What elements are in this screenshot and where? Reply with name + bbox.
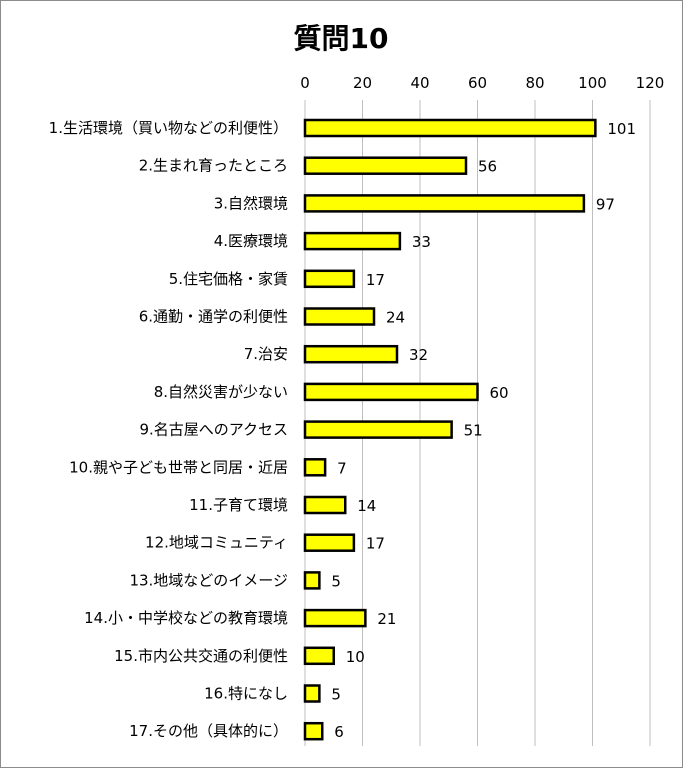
bar bbox=[303, 194, 586, 213]
x-tick-label: 120 bbox=[636, 74, 665, 92]
bar bbox=[303, 156, 468, 175]
bar bbox=[303, 608, 367, 628]
x-tick-label: 40 bbox=[410, 74, 429, 92]
category-label: 10.親や子ども世帯と同居・近居 bbox=[69, 458, 288, 476]
category-label: 13.地域などのイメージ bbox=[129, 571, 288, 589]
category-label: 15.市内公共交通の利便性 bbox=[114, 647, 288, 665]
data-label: 33 bbox=[412, 233, 431, 251]
bar bbox=[303, 571, 321, 590]
data-label: 101 bbox=[607, 120, 636, 138]
category-label: 5.住宅価格・家賃 bbox=[169, 270, 288, 288]
category-label: 12.地域コミュニティ bbox=[145, 534, 288, 552]
category-label: 3.自然環境 bbox=[214, 194, 288, 212]
bar bbox=[303, 420, 453, 439]
bar bbox=[303, 646, 335, 666]
data-label: 60 bbox=[490, 384, 509, 402]
x-axis-ticks: 0 20 40 60 80 100 120 bbox=[300, 74, 664, 92]
category-label: 9.名古屋へのアクセス bbox=[139, 421, 288, 439]
bar bbox=[303, 269, 356, 289]
data-label: 97 bbox=[596, 195, 615, 213]
category-label: 17.その他（具体的に） bbox=[129, 722, 288, 740]
bar bbox=[303, 382, 479, 402]
data-label: 17 bbox=[366, 271, 385, 289]
data-label: 24 bbox=[386, 309, 405, 327]
bars bbox=[303, 118, 597, 741]
category-label: 1.生活環境（買い物などの利便性） bbox=[49, 119, 288, 137]
x-tick-label: 60 bbox=[468, 74, 487, 92]
bar bbox=[303, 344, 399, 364]
bar bbox=[303, 118, 597, 138]
data-label: 21 bbox=[377, 610, 396, 628]
category-label: 7.治安 bbox=[244, 345, 288, 363]
data-label: 5 bbox=[331, 686, 341, 704]
data-label: 10 bbox=[346, 648, 365, 666]
x-tick-label: 20 bbox=[353, 74, 372, 92]
bar bbox=[303, 458, 327, 477]
data-label: 17 bbox=[366, 535, 385, 553]
bar bbox=[303, 533, 356, 552]
data-label: 14 bbox=[357, 497, 376, 515]
bar bbox=[303, 684, 321, 703]
chart-title: 質問10 bbox=[294, 22, 389, 55]
category-label: 4.医療環境 bbox=[214, 232, 288, 250]
data-label: 56 bbox=[478, 158, 497, 176]
data-label: 7 bbox=[337, 459, 347, 477]
category-label: 2.生まれ育ったところ bbox=[139, 157, 288, 175]
x-tick-label: 0 bbox=[300, 74, 310, 92]
category-label: 14.小・中学校などの教育環境 bbox=[84, 609, 288, 627]
category-label: 8.自然災害が少ない bbox=[154, 383, 288, 401]
category-label: 6.通勤・通学の利便性 bbox=[139, 308, 288, 326]
data-label: 32 bbox=[409, 346, 428, 364]
data-label: 5 bbox=[331, 572, 341, 590]
x-tick-label: 80 bbox=[525, 74, 544, 92]
data-label: 51 bbox=[464, 422, 483, 440]
bar bbox=[303, 307, 376, 326]
category-label: 16.特になし bbox=[204, 685, 288, 703]
bar bbox=[303, 231, 402, 251]
data-label: 6 bbox=[334, 723, 344, 741]
category-label: 11.子育て環境 bbox=[189, 496, 288, 514]
bar bbox=[303, 721, 324, 741]
x-tick-label: 100 bbox=[578, 74, 607, 92]
category-labels: 1.生活環境（買い物などの利便性） 2.生まれ育ったところ 3.自然環境 4.医療環境… bbox=[49, 119, 288, 740]
bar bbox=[303, 495, 347, 515]
